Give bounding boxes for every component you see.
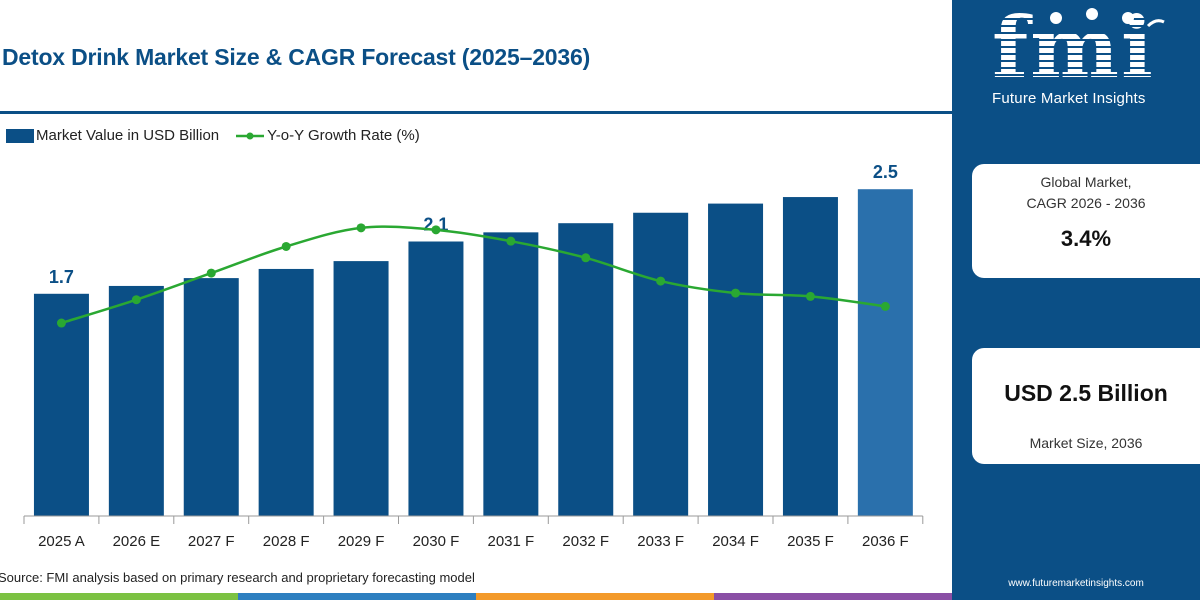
market-size-value: USD 2.5 Billion xyxy=(1004,380,1168,406)
growth-point-8 xyxy=(656,276,666,286)
data-label-0: 1.7 xyxy=(49,267,74,287)
legend-line-label: Y-o-Y Growth Rate (%) xyxy=(267,127,420,144)
growth-point-1 xyxy=(131,295,141,305)
bar-11 xyxy=(857,189,913,516)
x-tick-label-7: 2032 F xyxy=(562,533,609,550)
growth-line xyxy=(61,225,886,325)
cagr-label: Global Market, CAGR 2026 - 2036 xyxy=(1026,174,1146,211)
x-tick-label-2: 2027 F xyxy=(188,533,235,550)
legend-item-line: Y-o-Y Growth Rate (%) xyxy=(235,127,420,144)
data-label-11: 2.5 xyxy=(873,162,898,182)
title-divider xyxy=(0,111,952,114)
legend-item-bars: Market Value in USD Billion xyxy=(6,127,219,144)
x-tick-label-8: 2033 F xyxy=(637,533,684,550)
chart-legend: Market Value in USD Billion Y-o-Y Growth… xyxy=(6,127,436,144)
bar-8 xyxy=(633,212,689,516)
cagr-value: 3.4% xyxy=(1060,226,1112,251)
source-note: Source: FMI analysis based on primary re… xyxy=(0,570,475,585)
growth-point-2 xyxy=(206,268,216,278)
bar-line-chart: 2025 A 2026 E 2027 F 2028 F 2029 F 2030 F 2031… xyxy=(23,157,924,550)
x-tick-label-6: 2031 F xyxy=(487,533,534,550)
data-label-bg-0 xyxy=(44,261,79,290)
growth-point-3 xyxy=(281,241,291,251)
market-size-card: USD 2.5 Billion Market Size, 2036 xyxy=(972,348,1200,464)
bottom-color-strip xyxy=(0,593,952,600)
bar-7 xyxy=(558,223,614,516)
growth-point-5 xyxy=(431,225,441,235)
growth-point-4 xyxy=(356,223,366,233)
cagr-card: Global Market, CAGR 2026 - 2036 3.4% xyxy=(972,164,1200,278)
growth-point-10 xyxy=(805,291,815,301)
market-size-label: Market Size, 2036 xyxy=(1029,435,1143,451)
chart-area: Detox Drink Market Size & CAGR Forecast … xyxy=(0,44,952,600)
growth-point-11 xyxy=(880,301,890,311)
bar-2 xyxy=(183,278,239,516)
growth-point-0 xyxy=(56,318,66,328)
bar-9 xyxy=(708,203,764,516)
legend-bar-label: Market Value in USD Billion xyxy=(36,127,220,144)
growth-point-6 xyxy=(506,236,516,246)
x-tick-label-4: 2029 F xyxy=(338,533,385,550)
legend-line-swatch xyxy=(236,132,265,139)
data-label-bg-11 xyxy=(868,157,903,186)
bar-10 xyxy=(782,197,838,517)
growth-point-7 xyxy=(581,253,591,263)
bar-6 xyxy=(483,232,539,516)
bar-0 xyxy=(33,293,89,516)
summary-panel: fmi Future Market Insights Global Market… xyxy=(952,0,1200,600)
fmi-logo: fmi Future Market Insights xyxy=(952,0,1200,120)
bar-1 xyxy=(108,285,164,516)
x-tick-label-10: 2035 F xyxy=(787,533,834,550)
chart-title: Detox Drink Market Size & CAGR Forecast … xyxy=(2,44,591,70)
x-tick-label-5: 2030 F xyxy=(413,533,460,550)
logo-figures-icon xyxy=(1050,8,1165,28)
x-tick-label-3: 2028 F xyxy=(263,533,310,550)
bar-5 xyxy=(408,241,464,516)
bar-4 xyxy=(333,261,389,516)
x-tick-label-0: 2025 A xyxy=(38,533,85,550)
logo-text: Future Market Insights xyxy=(992,90,1146,107)
x-tick-label-1: 2026 E xyxy=(113,533,161,550)
website-url: www.futuremarketinsights.com xyxy=(1008,578,1144,589)
bar-3 xyxy=(258,268,314,516)
legend-bar-swatch xyxy=(6,128,34,143)
x-tick-label-11: 2036 F xyxy=(862,533,909,550)
growth-point-9 xyxy=(731,288,741,298)
x-tick-label-9: 2034 F xyxy=(712,533,759,550)
